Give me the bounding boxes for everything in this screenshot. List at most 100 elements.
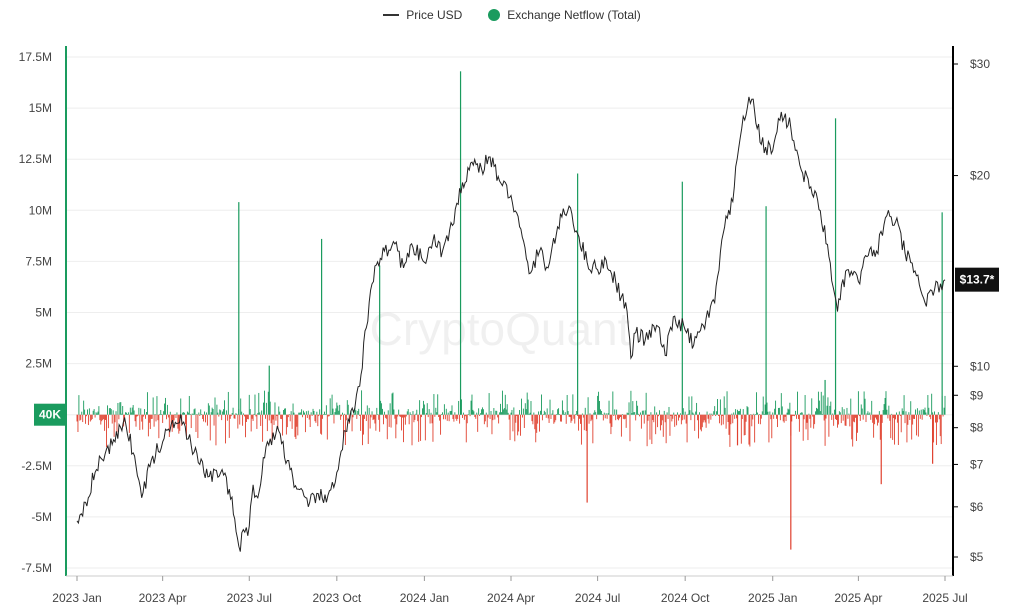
- netflow-bar: [459, 414, 461, 424]
- netflow-bar: [877, 414, 879, 423]
- netflow-bar: [552, 410, 554, 415]
- netflow-bar: [797, 391, 798, 415]
- netflow-bar: [348, 414, 350, 424]
- netflow-bar: [201, 414, 203, 415]
- netflow-bar: [707, 414, 709, 419]
- netflow-bar: [264, 414, 266, 419]
- netflow-spike-bar: [321, 238, 323, 415]
- netflow-bar: [79, 414, 81, 421]
- netflow-bar: [916, 408, 918, 415]
- netflow-bar: [130, 412, 132, 415]
- netflow-bar: [541, 414, 543, 421]
- netflow-bar: [297, 414, 299, 436]
- netflow-bar: [182, 412, 184, 415]
- netflow-bar: [534, 414, 536, 430]
- netflow-spike-bar: [880, 414, 882, 485]
- netflow-bar: [839, 412, 841, 415]
- netflow-bar: [526, 392, 528, 415]
- netflow-bar: [499, 412, 501, 415]
- netflow-bar: [532, 414, 534, 425]
- netflow-bar: [230, 414, 232, 417]
- netflow-bar: [938, 414, 940, 420]
- netflow-bar: [336, 402, 338, 415]
- netflow-bar: [223, 409, 225, 415]
- netflow-bar: [234, 414, 236, 419]
- netflow-bar: [245, 414, 246, 438]
- netflow-bar: [411, 414, 413, 446]
- netflow-bar: [897, 414, 899, 445]
- netflow-bar: [725, 414, 727, 429]
- netflow-bar: [333, 414, 335, 424]
- netflow-bar: [680, 414, 682, 425]
- price-badge-text: $13.7*: [960, 273, 995, 287]
- netflow-bar: [383, 411, 385, 415]
- chart-legend: Price USD Exchange Netflow (Total): [0, 8, 1024, 22]
- right-axis-ticks: $30 $20 $10 $9 $8 $7 $6 $5: [953, 57, 990, 564]
- netflow-bar: [82, 414, 84, 423]
- netflow-bar: [566, 394, 568, 415]
- netflow-bar: [451, 405, 453, 415]
- x-tick-label: 2024 Jan: [400, 591, 449, 605]
- netflow-bar: [632, 401, 634, 415]
- netflow-bar: [316, 411, 318, 415]
- netflow-bar: [225, 414, 226, 444]
- right-tick-label: $9: [970, 388, 984, 402]
- netflow-spike-bar: [586, 414, 588, 503]
- netflow-bar: [485, 412, 487, 415]
- netflow-bar: [502, 409, 504, 415]
- netflow-bar: [573, 414, 575, 419]
- netflow-bar: [358, 408, 360, 415]
- netflow-bar: [720, 414, 722, 426]
- netflow-bar: [482, 409, 484, 415]
- netflow-bar: [161, 414, 163, 415]
- legend-item-price[interactable]: Price USD: [383, 8, 462, 22]
- netflow-bar: [798, 414, 800, 432]
- left-tick-label: 10M: [29, 203, 52, 217]
- netflow-bar: [434, 414, 436, 417]
- right-tick-label: $10: [970, 359, 990, 373]
- netflow-bar: [264, 390, 265, 415]
- netflow-bar: [220, 410, 222, 415]
- x-tick-label: 2024 Oct: [661, 591, 710, 605]
- netflow-bar: [724, 407, 726, 415]
- netflow-bar: [751, 414, 753, 427]
- netflow-bar: [328, 414, 330, 417]
- netflow-bar: [227, 391, 229, 415]
- netflow-bar: [408, 414, 410, 425]
- netflow-bar: [851, 414, 853, 440]
- netflow-bar: [590, 414, 592, 422]
- netflow-bar: [114, 414, 116, 423]
- netflow-bar: [926, 414, 928, 416]
- netflow-bar: [656, 412, 658, 415]
- netflow-bar: [923, 410, 925, 415]
- netflow-bar: [889, 414, 891, 421]
- netflow-bar: [432, 414, 434, 442]
- netflow-bar: [918, 410, 920, 415]
- legend-item-netflow[interactable]: Exchange Netflow (Total): [488, 8, 641, 22]
- netflow-bar: [343, 413, 345, 415]
- netflow-bar: [248, 394, 250, 415]
- netflow-bar: [861, 408, 863, 415]
- netflow-bar: [324, 411, 325, 415]
- netflow-bar: [690, 414, 692, 421]
- netflow-bar: [231, 413, 233, 415]
- netflow-bar: [339, 404, 341, 415]
- netflow-bar: [698, 412, 700, 415]
- netflow-bar: [589, 413, 591, 415]
- netflow-bar: [431, 414, 433, 424]
- netflow-bar: [601, 414, 603, 415]
- netflow-bar: [278, 406, 280, 415]
- netflow-bar: [608, 400, 610, 415]
- netflow-bar: [145, 414, 146, 419]
- netflow-bar: [655, 414, 657, 435]
- netflow-bar: [708, 414, 710, 424]
- netflow-bar: [97, 411, 99, 415]
- netflow-bar: [808, 413, 810, 415]
- netflow-bar: [115, 411, 117, 415]
- netflow-bar: [205, 412, 207, 415]
- netflow-bar: [244, 414, 245, 417]
- netflow-bar: [943, 407, 945, 415]
- netflow-bar: [138, 407, 140, 415]
- netflow-bar: [410, 414, 412, 415]
- netflow-bar: [318, 414, 320, 417]
